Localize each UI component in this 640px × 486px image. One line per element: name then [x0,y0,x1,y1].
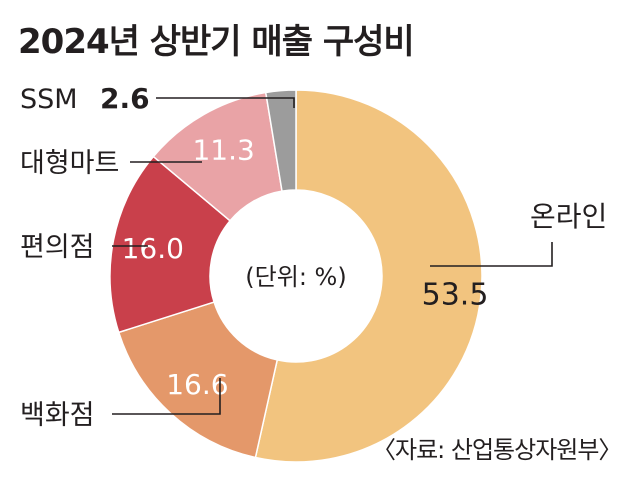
value-labels: 53.5 16.6 16.0 11.3 [122,133,489,400]
value-label-백화점: 16.6 [166,368,228,401]
donut-hole [210,190,382,362]
source-note: 〈자료: 산업통상자원부〉 [372,436,622,464]
category-label-편의점: 편의점 [20,232,95,263]
chart-title: 2024년 상반기 매출 구성비 [18,22,415,62]
callout-line-온라인 [430,242,553,267]
category-label-대형마트: 대형마트 [20,148,119,179]
unit-note: (단위: %) [245,263,346,291]
category-label-온라인: 온라인 [530,200,607,233]
callout-line-SSM [156,97,295,108]
value-label-편의점: 16.0 [122,232,184,265]
value-label-온라인: 53.5 [422,277,489,312]
value-label-SSM: 2.6 [100,82,150,115]
value-label-대형마트: 11.3 [192,133,254,166]
category-label-백화점: 백화점 [20,400,95,431]
callout-line-백화점 [112,378,221,415]
category-label-SSM: SSM [20,84,78,115]
